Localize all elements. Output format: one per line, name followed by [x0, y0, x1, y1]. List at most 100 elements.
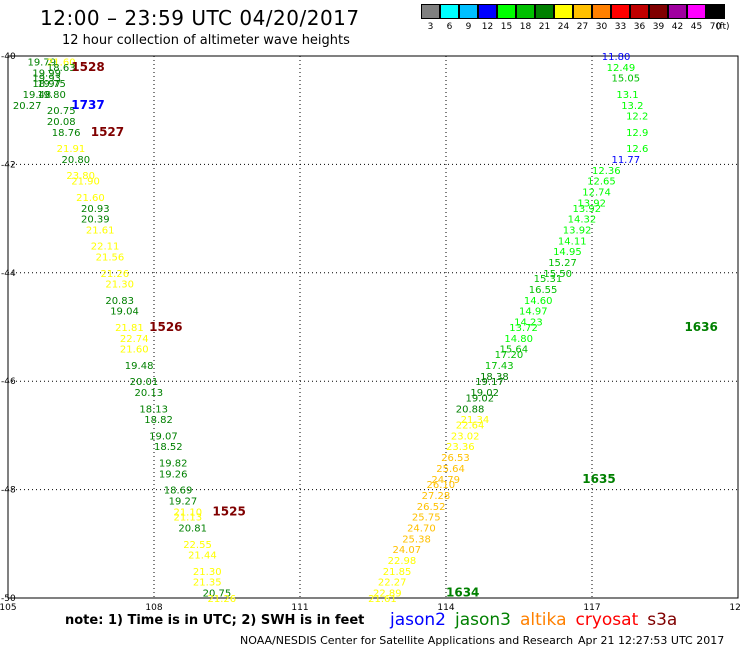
y-tick-label: -46: [1, 377, 16, 387]
data-point-label: 15.64: [500, 345, 529, 356]
scale-item: 21: [535, 4, 554, 32]
data-point-label: 14.23: [514, 318, 543, 329]
data-point-label: 19.93: [32, 74, 61, 85]
legend-jason3: jason3: [455, 610, 511, 630]
data-point-label: 25.64: [436, 464, 465, 475]
pass-number-label: 1737: [71, 98, 104, 112]
scale-item: 6: [440, 4, 459, 32]
data-point-label: 22.74: [120, 334, 149, 345]
data-point-label: 16.55: [529, 285, 558, 296]
data-point-label: 19.17: [475, 377, 504, 388]
data-point-label: 18.97: [32, 79, 61, 90]
pass-number-label: 1527: [91, 125, 124, 139]
chart-title: 12:00 – 23:59 UTC 04/20/2017: [40, 6, 360, 30]
scale-swatch: [668, 4, 687, 19]
scale-item: 30: [592, 4, 611, 32]
data-point-label: 25.75: [412, 513, 441, 524]
data-point-label: 12.6: [626, 144, 648, 155]
data-point-label: 13.2: [621, 101, 643, 112]
data-point-label: 19.02: [470, 388, 499, 399]
data-point-label: 19.26: [159, 469, 188, 480]
scale-label: 12: [481, 22, 494, 32]
scale-swatch: [573, 4, 592, 19]
data-point-label: 12.49: [607, 63, 636, 74]
scale-label: 3: [427, 22, 434, 32]
data-point-label: 21.35: [193, 578, 222, 589]
data-point-label: 12.65: [587, 177, 616, 188]
pass-number-label: 1635: [582, 472, 615, 486]
data-point-label: 20.08: [47, 117, 76, 128]
data-point-label: 12.9: [626, 128, 648, 139]
scale-swatch: [497, 4, 516, 19]
scale-label: 70: [709, 22, 722, 32]
data-point-label: 24.07: [392, 545, 421, 556]
color-scale: 3 6 9 12 15 18 21 24 27 30 33 36 39 42 45 70: [421, 4, 725, 32]
scale-item: 15: [497, 4, 516, 32]
data-point-label: 21.60: [120, 345, 149, 356]
scale-label: 24: [557, 22, 570, 32]
data-point-label: 21.26: [100, 269, 129, 280]
data-point-label: 14.95: [553, 247, 582, 258]
data-point-label: 15.05: [611, 74, 640, 85]
scale-swatch: [630, 4, 649, 19]
data-point-label: 14.60: [524, 296, 553, 307]
scale-swatch: [611, 4, 630, 19]
x-tick-label: 108: [145, 603, 162, 613]
data-point-label: 26.10: [427, 480, 456, 491]
data-point-label: 18.63: [47, 63, 76, 74]
data-point-label: 19.82: [159, 459, 188, 470]
data-point-label: 20.75: [203, 589, 232, 600]
data-point-label: 13.72: [509, 323, 538, 334]
data-point-label: 21.85: [383, 567, 412, 578]
scale-item: 36: [630, 4, 649, 32]
y-tick-label: -50: [1, 594, 16, 604]
x-tick-label: 114: [437, 603, 454, 613]
scale-item: 3: [421, 4, 440, 32]
data-point-label: 13.92: [573, 204, 602, 215]
data-point-label: 21.30: [193, 567, 222, 578]
data-point-label: 23.36: [446, 442, 475, 453]
scale-label: 21: [538, 22, 551, 32]
scale-item: 24: [554, 4, 573, 32]
y-tick-label: -42: [1, 160, 16, 170]
data-point-label: 15.31: [534, 274, 563, 285]
data-point-label: 19.48: [23, 90, 52, 101]
data-point-label: 14.32: [568, 215, 597, 226]
data-point-label: 21.10: [173, 507, 202, 518]
scale-swatch: [687, 4, 706, 19]
data-point-label: 23.80: [66, 171, 95, 182]
footer-note: note: 1) Time is in UTC; 2) SWH is in fe…: [65, 613, 365, 628]
scale-item: 39: [649, 4, 668, 32]
data-point-label: 11.80: [602, 52, 631, 63]
data-point-label: 18.82: [144, 415, 173, 426]
data-point-label: 27.28: [422, 491, 451, 502]
data-point-label: 19.75: [37, 79, 66, 90]
data-point-label: 21.56: [96, 253, 125, 264]
data-point-label: 23.02: [451, 431, 480, 442]
data-point-label: 21.61: [368, 594, 397, 605]
scale-label: 42: [671, 22, 684, 32]
scale-swatch: [592, 4, 611, 19]
data-point-label: 19.99: [32, 68, 61, 79]
data-point-label: 19.02: [465, 393, 494, 404]
y-tick-label: -44: [1, 269, 16, 279]
data-point-label: 22.89: [373, 589, 402, 600]
data-point-label: 17.20: [495, 350, 524, 361]
data-point-label: 15.27: [548, 258, 577, 269]
y-tick-label: -40: [1, 52, 16, 62]
data-point-label: 21.60: [76, 193, 105, 204]
scale-item: 12: [478, 4, 497, 32]
scale-label: 39: [652, 22, 665, 32]
data-point-label: 21.26: [208, 594, 237, 605]
scale-swatch: [649, 4, 668, 19]
x-tick-label: 117: [583, 603, 600, 613]
data-point-label: 21.60: [47, 57, 76, 68]
scale-label: 6: [446, 22, 453, 32]
data-point-label: 12.2: [626, 112, 648, 123]
data-point-label: 19.80: [37, 90, 66, 101]
scale-label: 15: [500, 22, 513, 32]
data-point-label: 20.81: [178, 524, 207, 535]
data-point-label: 14.11: [558, 236, 587, 247]
plot-frame: [7, 55, 739, 599]
